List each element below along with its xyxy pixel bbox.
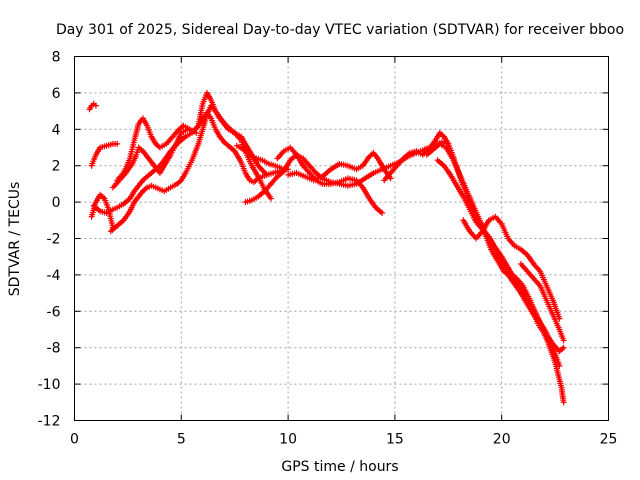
series-plus-markers [88,140,121,169]
y-tick-label: -10 [38,377,61,393]
axis-ticks [74,56,609,421]
series-arc-11 [285,150,394,184]
y-tick-labels: -12 -10 -8 -6 -4 -2 0 2 4 6 8 [38,50,61,430]
series-arc-5 [107,102,292,235]
y-tick-label: -8 [47,341,61,357]
y-tick-label: -2 [47,232,61,248]
x-tick-labels: 0 5 10 15 20 25 [70,432,617,448]
x-tick-label: 15 [386,432,404,448]
series-arc-7 [114,115,200,184]
series-plus-markers [233,142,287,173]
series-plus-markers [285,150,394,184]
y-tick-label: 6 [52,86,61,102]
x-tick-label: 20 [493,432,511,448]
y-tick-label: -6 [47,304,61,320]
series-arc-10 [274,144,386,216]
series-plus-markers [517,261,567,344]
series-arc-1 [86,100,99,113]
x-tick-label: 0 [70,432,79,448]
x-axis-label: GPS time / hours [281,459,398,475]
x-tick-label: 5 [177,432,186,448]
data-series [86,89,567,406]
series-arc-8 [233,142,287,173]
series-arc-16 [517,261,567,344]
y-tick-label: 8 [52,50,61,66]
series-plus-markers [274,144,386,216]
y-tick-label: -4 [47,268,61,284]
series-plus-markers [86,100,99,113]
x-tick-label: 10 [279,432,297,448]
series-plus-markers [460,213,563,322]
series-arc-14 [434,157,563,369]
series-arc-15 [460,213,563,322]
series-arc-3 [88,140,121,169]
chart-title: Day 301 of 2025, Sidereal Day-to-day VTE… [56,22,624,38]
y-tick-label: 2 [52,159,61,175]
y-tick-label: -12 [38,414,61,430]
y-tick-label: 4 [52,122,61,138]
grid [74,56,609,421]
y-axis-label: SDTVAR / TECUs [7,182,23,297]
x-tick-label: 25 [600,432,618,448]
y-tick-label: 0 [52,195,61,211]
series-plus-markers [114,115,200,184]
